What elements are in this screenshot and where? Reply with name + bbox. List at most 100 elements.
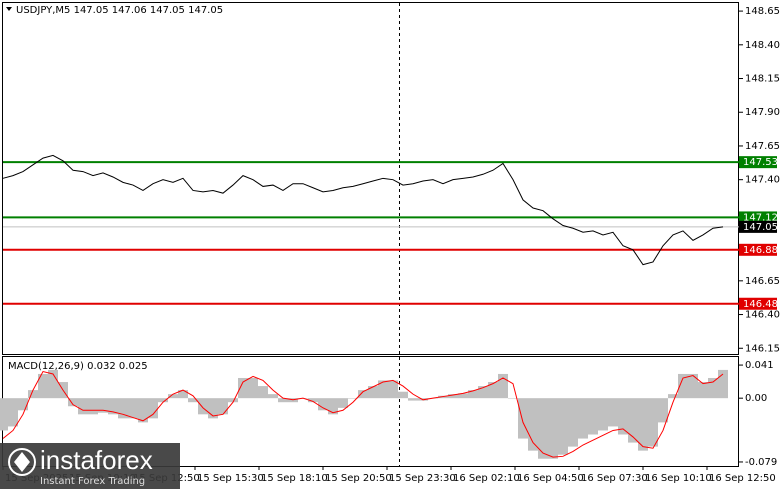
macd-histogram-bar xyxy=(348,398,358,399)
level-label: 146.48 xyxy=(743,299,778,310)
macd-histogram-bar xyxy=(638,398,648,451)
macd-histogram-bar xyxy=(368,386,378,399)
macd-histogram-bar xyxy=(618,398,628,435)
logo-name: instaforex xyxy=(40,445,153,475)
macd-histogram-bar xyxy=(18,398,28,411)
macd-histogram-bar xyxy=(358,390,368,399)
price-line xyxy=(2,154,724,266)
y-tick-label: 147.40 xyxy=(745,175,780,186)
macd-histogram-bar xyxy=(118,398,128,419)
x-tick-label: 16 Sep 10:10 xyxy=(645,473,712,484)
macd-histogram-bar xyxy=(188,398,198,403)
macd-histogram-bar xyxy=(248,377,258,399)
x-tick-label: 16 Sep 02:10 xyxy=(453,473,520,484)
macd-histogram-bar xyxy=(68,398,78,407)
macd-histogram-bar xyxy=(8,398,18,427)
macd-histogram-bar xyxy=(628,398,638,443)
level-label-box xyxy=(739,297,777,310)
y-tick-label: 147.65 xyxy=(745,141,780,152)
macd-histogram-bar xyxy=(238,377,248,399)
macd-histogram-bar xyxy=(718,369,728,399)
x-tick-label: 15 Sep 20:50 xyxy=(325,473,392,484)
macd-histogram-bar xyxy=(278,398,288,403)
level-label: 147.53 xyxy=(743,157,778,168)
macd-histogram-bar xyxy=(198,398,208,415)
x-tick-label: 16 Sep 04:50 xyxy=(517,473,584,484)
macd-histogram-bar xyxy=(528,398,538,451)
macd-histogram-bar xyxy=(658,398,668,423)
macd-histogram-bar xyxy=(178,390,188,399)
macd-histogram-bar xyxy=(708,377,718,399)
macd-histogram-bar xyxy=(168,394,178,399)
macd-histogram-bar xyxy=(488,382,498,399)
macd-histogram-bar xyxy=(448,394,458,399)
macd-histogram-bar xyxy=(388,380,398,399)
macd-histogram-bar xyxy=(668,394,678,399)
current-price-box xyxy=(739,220,777,233)
macd-histogram-bar xyxy=(98,398,108,413)
price-panel-frame xyxy=(2,2,739,355)
macd-histogram-bar xyxy=(38,373,48,399)
chart-title: USDJPY,M5 147.05 147.06 147.05 147.05 xyxy=(16,5,223,16)
macd-histogram-bar xyxy=(678,373,688,399)
level-label: 146.88 xyxy=(743,245,778,256)
x-tick-label: 15 Sep 18:10 xyxy=(261,473,328,484)
macd-histogram-bar xyxy=(498,373,508,399)
y-tick-label: 0.00 xyxy=(745,393,767,404)
current-price-label: 147.05 xyxy=(743,222,778,233)
macd-histogram-bar xyxy=(148,398,158,419)
macd-histogram-bar xyxy=(508,398,518,399)
macd-histogram-bar xyxy=(588,398,598,435)
macd-histogram-bar xyxy=(208,398,218,419)
symbol-menu-arrow[interactable] xyxy=(6,7,12,11)
x-tick-label: 16 Sep 07:30 xyxy=(581,473,648,484)
macd-histogram-bar xyxy=(458,393,468,399)
x-tick-label: 15 Sep 15:30 xyxy=(197,473,264,484)
macd-histogram-bar xyxy=(0,398,8,431)
macd-histogram-bar xyxy=(608,398,618,427)
macd-histogram-bar xyxy=(468,390,478,399)
macd-histogram-bar xyxy=(568,398,578,447)
y-tick-label: 148.40 xyxy=(745,40,780,51)
macd-histogram-bar xyxy=(48,369,58,399)
logo-tagline: Instant Forex Trading xyxy=(40,476,145,487)
macd-histogram-bar xyxy=(378,380,388,399)
y-tick-label: 148.65 xyxy=(745,6,780,17)
macd-histogram-bar xyxy=(328,398,338,415)
level-label: 147.12 xyxy=(743,212,778,223)
logo-icon xyxy=(8,448,36,476)
macd-histogram-bar xyxy=(578,398,588,439)
macd-histogram-bar xyxy=(78,398,88,415)
macd-histogram-bar xyxy=(88,398,98,415)
macd-histogram-bar xyxy=(28,390,38,399)
macd-histogram-bar xyxy=(228,398,238,403)
logo: instaforex Instant Forex Trading xyxy=(0,443,180,489)
macd-histogram-bar xyxy=(258,386,268,399)
y-tick-label: 0.041 xyxy=(745,360,774,371)
logo-icon-inner xyxy=(14,452,30,472)
x-tick-label: 16 Sep 12:50 xyxy=(709,473,776,484)
y-tick-label: 147.90 xyxy=(745,107,780,118)
macd-histogram-bar xyxy=(548,398,558,459)
y-tick-label: -0.079 xyxy=(745,457,777,468)
macd-signal-line xyxy=(2,370,724,458)
macd-histogram-bar xyxy=(128,398,138,419)
macd-histogram-bar xyxy=(318,398,328,411)
y-tick-label: 146.65 xyxy=(745,276,780,287)
level-label-box xyxy=(739,243,777,256)
level-label-box xyxy=(739,156,777,169)
macd-histogram-bar xyxy=(338,398,348,408)
macd-histogram-bar xyxy=(398,391,408,399)
macd-histogram-bar xyxy=(268,394,278,399)
macd-histogram-bar xyxy=(108,398,118,415)
macd-title: MACD(12,26,9) 0.032 0.025 xyxy=(8,361,148,372)
macd-histogram-bar xyxy=(308,398,318,403)
macd-histogram-bar xyxy=(218,398,228,415)
level-label-box xyxy=(739,211,777,224)
macd-histogram-bar xyxy=(558,398,568,455)
macd-histogram-bar xyxy=(598,398,608,431)
macd-histogram-bar xyxy=(158,398,168,403)
macd-histogram-bar xyxy=(648,398,658,447)
y-tick-label: 148.15 xyxy=(745,74,780,85)
